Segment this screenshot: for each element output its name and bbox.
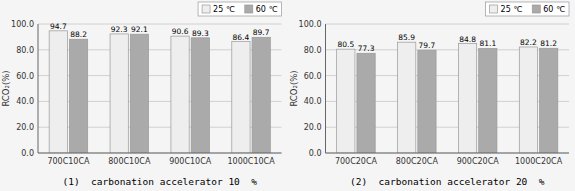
x-tick-label: 900C20CA [457,157,500,166]
grid-line [38,24,282,25]
title: (1) carbonation accelerator 10 % [63,176,258,187]
title: (2) carbonation accelerator 20 % [350,176,545,187]
y-tick-label: 80.0 [16,46,34,55]
y-tick-label: 80.0 [304,46,322,55]
y-tick-label: 100.0 [299,20,322,29]
data-label: 92.1 [131,25,148,34]
x-tick-label: 700C20CA [335,157,378,166]
x-tick-label: 800C20CA [396,157,439,166]
legend-label: 25 ℃ [501,5,523,14]
y-tick-label: 40.0 [16,97,34,106]
bar [357,53,375,153]
data-label: 89.7 [253,28,270,37]
data-label: 92.3 [111,25,128,34]
data-label: 77.3 [358,44,375,53]
bar [110,34,128,153]
legend-swatch [532,5,540,13]
bar [171,36,189,153]
y-tick-label: 0.0 [309,149,322,158]
data-label: 82.2 [520,38,537,47]
bar [458,44,476,153]
legend-frame [486,2,569,16]
data-label: 89.3 [192,29,209,38]
panel: 0.0 20.0 40.0 60.0 80.0 100.0 94.7 92.3 90.6 86.4… [1,2,282,187]
y-axis [38,24,39,153]
legend: 25 ℃ 60 ℃ [198,2,281,16]
y-tick-label: 0.0 [21,149,34,158]
legend-swatch [245,5,253,13]
bar [398,42,416,153]
legend-label: 60 ℃ [543,5,565,14]
bar [69,39,87,153]
legend: 25 ℃ 60 ℃ [486,2,569,16]
data-label: 90.6 [172,27,189,36]
bar [540,48,558,153]
x-axis [38,153,282,154]
y-tick-label: 40.0 [304,97,322,106]
y-axis-label: RCO₂(%) [1,70,11,106]
y-axis [325,24,326,153]
y-tick-label: 60.0 [16,72,34,81]
x-tick-label: 800C10CA [108,157,151,166]
grid-line [38,153,282,154]
data-label: 85.9 [398,33,415,42]
panel: 0.0 20.0 40.0 60.0 80.0 100.0 80.5 85.9 84.8 82.2… [289,2,570,187]
x-tick-label: 900C10CA [169,157,212,166]
bars [337,42,558,153]
y-tick-label: 20.0 [304,123,322,132]
y-tick-label: 60.0 [304,72,322,81]
bars [49,31,270,153]
data-label: 94.7 [50,22,67,31]
bar [418,50,436,153]
y-axis-label: RCO₂(%) [289,70,299,106]
data-label: 81.2 [540,39,557,48]
bar [479,48,497,153]
bar [337,49,355,153]
figure: 0.0 20.0 40.0 60.0 80.0 100.0 94.7 92.3 90.6 86.4… [0,0,575,191]
data-label: 84.8 [459,35,476,44]
data-label: 88.2 [70,30,87,39]
bar [191,38,209,153]
x-axis [326,153,570,154]
bar [49,31,67,153]
data-label: 86.4 [233,33,250,42]
y-tick-label: 100.0 [11,20,34,29]
legend-label: 60 ℃ [256,5,278,14]
x-tick-label: 1000C10CA [227,157,275,166]
y-tick-label: 20.0 [16,123,34,132]
data-label: 79.7 [419,41,436,50]
bar [252,37,270,153]
legend-swatch [490,5,498,13]
x-tick-label: 700C10CA [47,157,90,166]
legend-label: 25 ℃ [213,5,235,14]
bar [232,42,250,153]
data-label: 80.5 [337,40,354,49]
bar [519,47,537,153]
data-label: 81.1 [479,39,496,48]
legend-swatch [202,5,210,13]
bar [130,34,148,153]
grid-line [326,24,570,25]
legend-frame [198,2,281,16]
grid-line [326,153,570,154]
x-tick-label: 1000C20CA [515,157,563,166]
